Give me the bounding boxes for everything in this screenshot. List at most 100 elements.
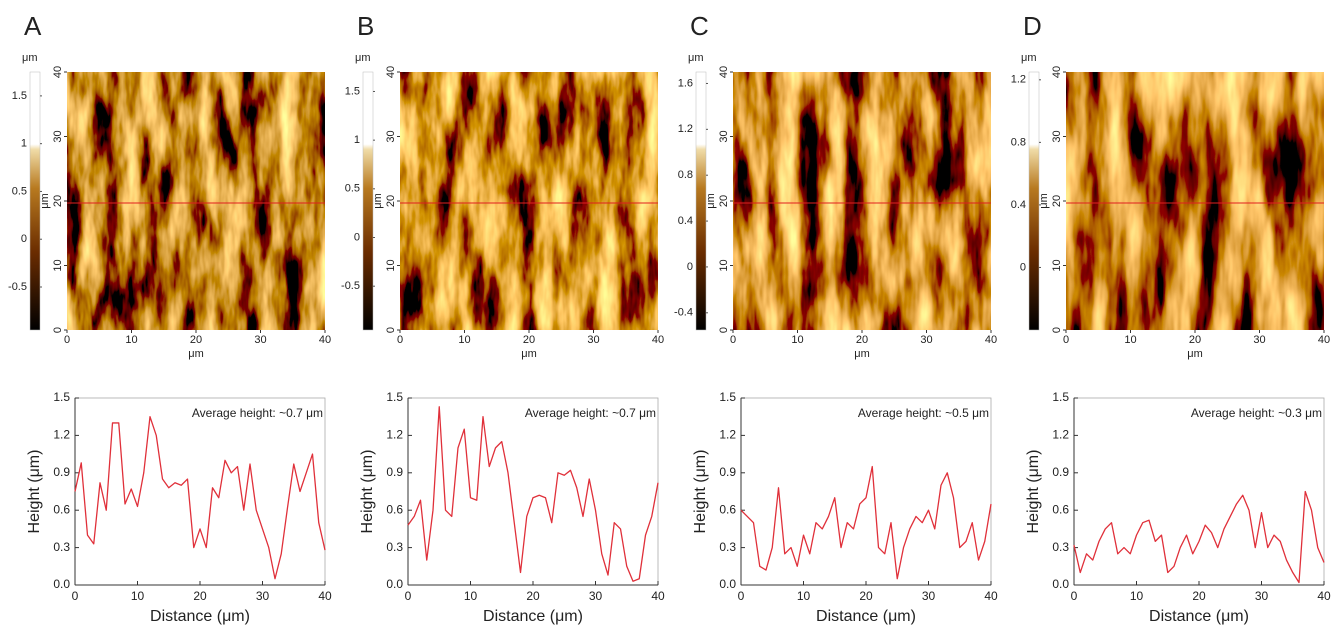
plot-frame bbox=[407, 397, 659, 586]
y-tick-label: 1.5 bbox=[719, 390, 736, 404]
panel-label: B bbox=[357, 11, 374, 41]
colorbar-tick-label: 1.2 bbox=[678, 123, 693, 135]
colorbar-tick-label: 0.4 bbox=[1011, 199, 1026, 211]
colorbar-tick-label: 1.5 bbox=[12, 90, 27, 102]
annotation: Average height: ~0.7 μm bbox=[525, 406, 656, 420]
x-tick-label: 30 bbox=[1253, 334, 1265, 346]
colorbar-tick-label: 0.8 bbox=[1011, 136, 1026, 148]
y-tick-label: 0.0 bbox=[53, 577, 70, 591]
x-tick-label: 0 bbox=[738, 589, 745, 603]
x-tick-label: 20 bbox=[1192, 589, 1206, 603]
y-axis-label: μm bbox=[1038, 193, 1050, 209]
x-tick-label: 10 bbox=[1130, 589, 1144, 603]
x-tick-label: 0 bbox=[64, 334, 70, 346]
x-axis-label: Distance (μm) bbox=[1149, 608, 1249, 625]
x-tick-label: 20 bbox=[856, 334, 868, 346]
x-tick-label: 30 bbox=[1255, 589, 1269, 603]
annotation: Average height: ~0.7 μm bbox=[192, 406, 323, 420]
x-tick-label: 0 bbox=[1071, 589, 1078, 603]
y-tick-label: 0.9 bbox=[1052, 465, 1069, 479]
colorbar-tick-label: -0.4 bbox=[674, 307, 693, 319]
y-axis-label: Height (μm) bbox=[359, 450, 376, 534]
y-tick-label: 0.3 bbox=[386, 540, 403, 554]
panel-label: D bbox=[1023, 11, 1042, 41]
y-axis-label: μm bbox=[705, 193, 717, 209]
y-tick-label: 0.0 bbox=[1052, 577, 1069, 591]
x-tick-label: 0 bbox=[72, 589, 79, 603]
height-profile bbox=[407, 406, 659, 582]
colorbar-tick-label: 0.5 bbox=[12, 185, 27, 197]
x-tick-label: 20 bbox=[526, 589, 540, 603]
x-tick-label: 0 bbox=[405, 589, 412, 603]
colorbar-tick-label: 1 bbox=[354, 134, 360, 146]
colorbar bbox=[695, 71, 707, 331]
plot-frame bbox=[1073, 397, 1325, 586]
x-tick-label: 0 bbox=[397, 334, 403, 346]
x-tick-label: 30 bbox=[922, 589, 936, 603]
annotation: Average height: ~0.5 μm bbox=[858, 406, 989, 420]
x-tick-label: 30 bbox=[254, 334, 266, 346]
x-tick-label: 20 bbox=[523, 334, 535, 346]
afm-texture bbox=[1066, 72, 1324, 330]
y-axis-label: μm bbox=[372, 193, 384, 209]
x-tick-label: 10 bbox=[125, 334, 137, 346]
y-tick-label: 20 bbox=[52, 195, 64, 207]
y-axis-label: Height (μm) bbox=[26, 450, 43, 534]
x-tick-label: 20 bbox=[859, 589, 873, 603]
y-axis-label: μm bbox=[39, 193, 51, 209]
y-tick-label: 1.2 bbox=[53, 428, 70, 442]
x-tick-label: 30 bbox=[589, 589, 603, 603]
y-tick-label: 0.6 bbox=[386, 502, 403, 516]
x-tick-label: 30 bbox=[587, 334, 599, 346]
y-tick-label: 0.3 bbox=[53, 540, 70, 554]
x-axis-label: Distance (μm) bbox=[150, 608, 250, 625]
x-axis-label: Distance (μm) bbox=[483, 608, 583, 625]
y-tick-label: 1.5 bbox=[53, 390, 70, 404]
colorbar bbox=[29, 71, 41, 331]
y-tick-label: 40 bbox=[385, 66, 397, 78]
x-tick-label: 10 bbox=[464, 589, 478, 603]
y-tick-label: 1.5 bbox=[386, 390, 403, 404]
x-tick-label: 10 bbox=[458, 334, 470, 346]
y-tick-label: 0.0 bbox=[719, 577, 736, 591]
y-tick-label: 0.6 bbox=[53, 502, 70, 516]
x-axis-label: μm bbox=[521, 348, 537, 360]
colorbar-unit: μm bbox=[355, 52, 371, 64]
x-tick-label: 20 bbox=[193, 589, 207, 603]
y-tick-label: 30 bbox=[1051, 130, 1063, 142]
colorbar-unit: μm bbox=[1021, 52, 1037, 64]
colorbar-tick-label: -0.5 bbox=[341, 280, 360, 292]
y-tick-label: 0.9 bbox=[719, 465, 736, 479]
x-tick-label: 40 bbox=[1318, 334, 1330, 346]
y-tick-label: 40 bbox=[52, 66, 64, 78]
y-axis-label: Height (μm) bbox=[1025, 450, 1042, 534]
y-tick-label: 1.5 bbox=[1052, 390, 1069, 404]
x-tick-label: 40 bbox=[651, 589, 665, 603]
colorbar bbox=[1028, 71, 1040, 331]
height-profile bbox=[740, 465, 992, 580]
x-tick-label: 0 bbox=[730, 334, 736, 346]
afm-texture bbox=[400, 72, 658, 330]
y-tick-label: 0.6 bbox=[1052, 502, 1069, 516]
colorbar-tick-label: 1.5 bbox=[345, 85, 360, 97]
y-tick-label: 20 bbox=[1051, 195, 1063, 207]
x-tick-label: 20 bbox=[190, 334, 202, 346]
x-tick-label: 10 bbox=[797, 589, 811, 603]
x-tick-label: 40 bbox=[318, 589, 332, 603]
colorbar bbox=[362, 71, 374, 331]
x-tick-label: 40 bbox=[319, 334, 331, 346]
y-tick-label: 40 bbox=[1051, 66, 1063, 78]
y-tick-label: 0 bbox=[1051, 327, 1063, 333]
y-tick-label: 30 bbox=[718, 130, 730, 142]
x-axis-label: μm bbox=[188, 348, 204, 360]
afm-texture bbox=[733, 72, 991, 330]
y-tick-label: 10 bbox=[718, 259, 730, 271]
y-tick-label: 30 bbox=[52, 130, 64, 142]
x-tick-label: 40 bbox=[652, 334, 664, 346]
panel-label: C bbox=[690, 11, 709, 41]
x-tick-label: 10 bbox=[791, 334, 803, 346]
y-tick-label: 0.9 bbox=[53, 465, 70, 479]
x-tick-label: 30 bbox=[256, 589, 270, 603]
y-tick-label: 20 bbox=[718, 195, 730, 207]
